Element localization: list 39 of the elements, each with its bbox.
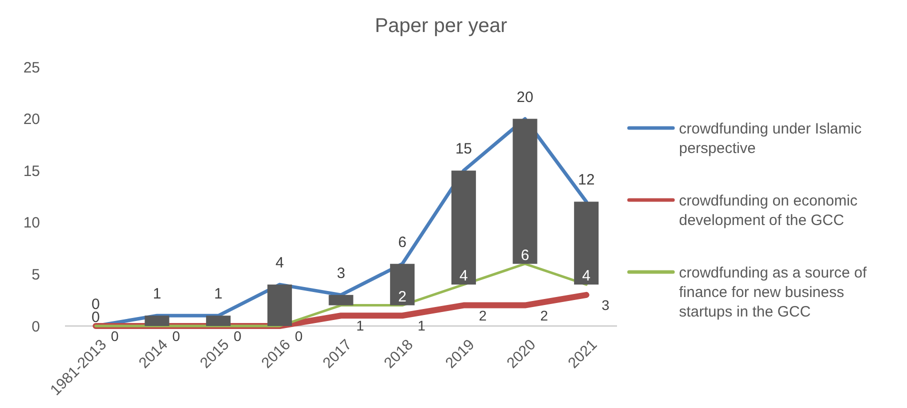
data-label: 1 (356, 318, 364, 334)
y-tick-label: 15 (23, 162, 40, 180)
y-tick-label: 25 (23, 59, 40, 76)
y-tick-label: 0 (32, 318, 40, 336)
data-label: 6 (398, 234, 407, 251)
bar (390, 264, 415, 306)
data-label: 12 (578, 172, 595, 189)
legend-label: crowdfunding under Islamic perspective (679, 120, 862, 157)
y-tick-label: 5 (32, 266, 40, 284)
data-label: 0 (294, 328, 303, 344)
bar (574, 202, 599, 285)
bar (144, 316, 170, 326)
bar (512, 118, 538, 264)
data-label: 0 (234, 328, 242, 344)
legend-label: crowdfunding as a source of finance for new business startups in the GCC (679, 264, 868, 320)
bar (206, 316, 231, 326)
data-label: 3 (602, 296, 610, 313)
data-label: 4 (459, 268, 468, 285)
bar (328, 294, 354, 306)
data-label: 2 (398, 288, 407, 306)
data-label: 2 (478, 307, 487, 324)
data-label: 1 (152, 286, 162, 303)
bar (451, 170, 476, 285)
data-label: 20 (516, 88, 534, 106)
y-tick-label: 20 (23, 111, 40, 128)
data-label: 15 (455, 140, 472, 158)
chart-title: Paper per year (374, 15, 508, 37)
data-label: 0 (172, 328, 180, 344)
data-label: 2 (540, 307, 548, 324)
data-label: 1 (418, 318, 426, 334)
data-label: 0 (110, 328, 119, 344)
bar (267, 284, 292, 326)
data-label: 1 (214, 286, 223, 303)
data-label: 3 (336, 264, 346, 282)
data-label: 4 (275, 254, 284, 272)
y-tick-label: 10 (23, 214, 40, 232)
data-label: 6 (520, 246, 530, 264)
data-label: 4 (582, 268, 591, 285)
legend-label: crowdfunding on economic development of the GCC (679, 192, 858, 229)
